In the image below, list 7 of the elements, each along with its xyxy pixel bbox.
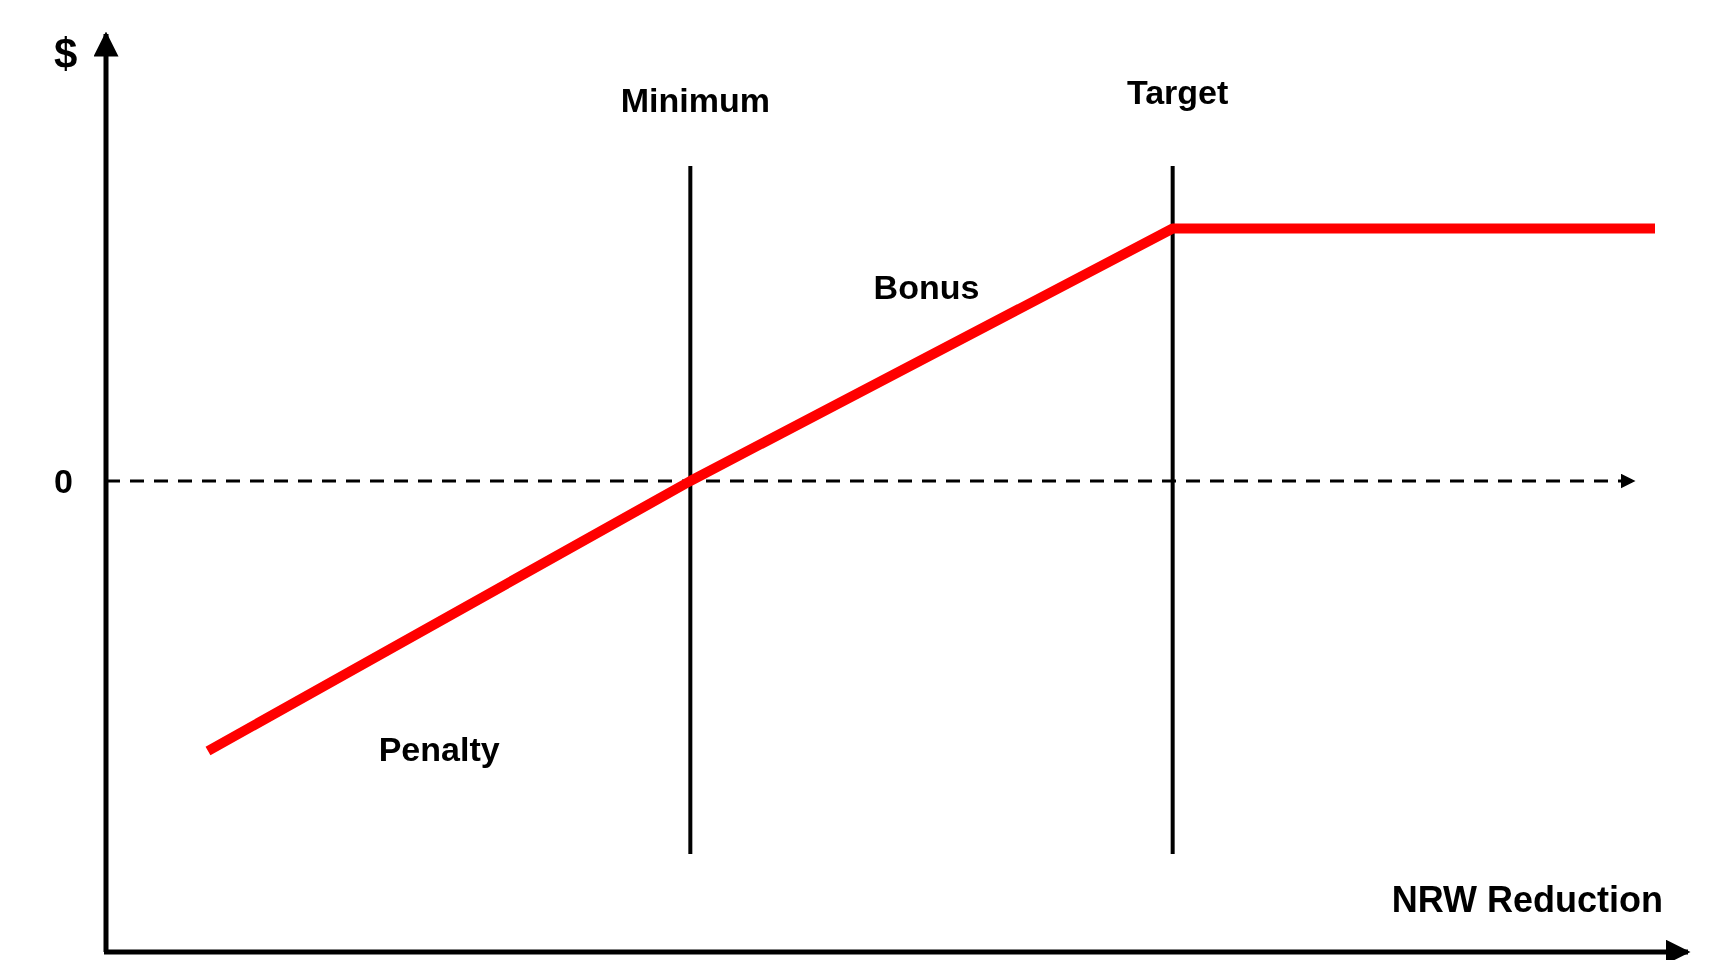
text: Target bbox=[1126, 73, 1229, 111]
annotation: Bonus bbox=[873, 268, 980, 306]
x-axis-title: NRW Reduction bbox=[1391, 879, 1663, 920]
text: Minimum bbox=[620, 81, 770, 119]
ref-line-label: 0 bbox=[54, 462, 73, 500]
y-axis-title: $ bbox=[54, 30, 78, 77]
annotation: Penalty bbox=[378, 730, 500, 768]
